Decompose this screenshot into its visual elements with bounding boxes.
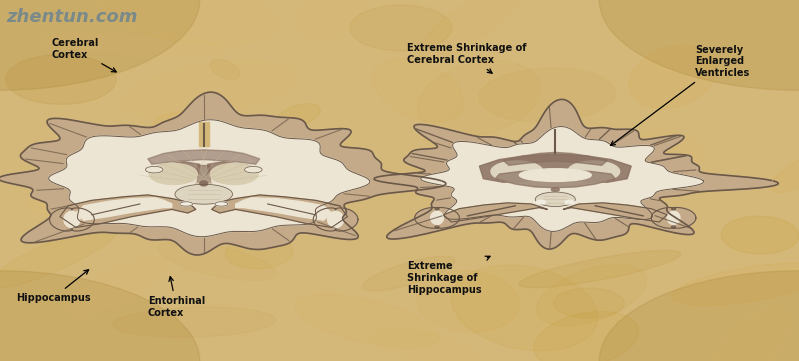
Ellipse shape (153, 112, 215, 135)
Ellipse shape (0, 0, 200, 90)
Ellipse shape (0, 225, 118, 289)
Ellipse shape (629, 45, 716, 109)
Polygon shape (421, 127, 704, 231)
Ellipse shape (534, 312, 638, 361)
Ellipse shape (0, 271, 200, 361)
Ellipse shape (6, 55, 116, 104)
Polygon shape (651, 208, 696, 228)
Ellipse shape (479, 68, 615, 122)
Ellipse shape (145, 166, 163, 173)
Polygon shape (60, 195, 196, 227)
Ellipse shape (215, 202, 228, 206)
Ellipse shape (599, 271, 799, 361)
Polygon shape (208, 162, 256, 176)
Ellipse shape (536, 265, 646, 326)
Polygon shape (495, 170, 615, 188)
Polygon shape (212, 195, 348, 227)
Ellipse shape (276, 104, 320, 127)
Polygon shape (49, 120, 370, 237)
Ellipse shape (451, 265, 598, 351)
Polygon shape (197, 165, 210, 182)
Ellipse shape (295, 294, 439, 348)
Ellipse shape (671, 263, 799, 305)
Polygon shape (328, 212, 344, 227)
Ellipse shape (519, 251, 681, 288)
Ellipse shape (491, 161, 543, 182)
Polygon shape (64, 212, 80, 227)
Ellipse shape (180, 202, 193, 206)
Ellipse shape (504, 166, 588, 203)
Ellipse shape (200, 181, 208, 186)
Polygon shape (0, 92, 446, 255)
Ellipse shape (169, 116, 225, 175)
Ellipse shape (149, 164, 197, 184)
Ellipse shape (28, 198, 110, 221)
Ellipse shape (416, 270, 519, 332)
Polygon shape (236, 198, 332, 220)
Ellipse shape (297, 0, 372, 42)
Ellipse shape (99, 0, 276, 45)
Polygon shape (479, 155, 631, 182)
Polygon shape (152, 162, 200, 176)
Ellipse shape (618, 132, 704, 171)
Polygon shape (443, 203, 547, 222)
Ellipse shape (721, 216, 799, 254)
Polygon shape (313, 208, 358, 231)
Polygon shape (667, 212, 680, 224)
Ellipse shape (551, 188, 559, 191)
Ellipse shape (363, 256, 455, 291)
Ellipse shape (599, 0, 799, 90)
Text: Entorhinal
Cortex: Entorhinal Cortex (148, 277, 205, 318)
Text: Extreme
Shrinkage of
Hippocampus: Extreme Shrinkage of Hippocampus (407, 256, 490, 295)
Ellipse shape (536, 200, 546, 204)
Polygon shape (50, 208, 94, 231)
Ellipse shape (225, 236, 293, 269)
Ellipse shape (565, 200, 574, 204)
Polygon shape (431, 212, 443, 224)
Polygon shape (503, 152, 607, 165)
Text: zhentun.com: zhentun.com (6, 8, 138, 26)
Polygon shape (374, 99, 778, 249)
Ellipse shape (373, 58, 463, 122)
Text: Cerebral
Cortex: Cerebral Cortex (52, 38, 116, 72)
Text: Hippocampus: Hippocampus (16, 270, 90, 303)
Text: Severely
Enlarged
Ventricles: Severely Enlarged Ventricles (610, 45, 750, 145)
Ellipse shape (109, 160, 221, 218)
Ellipse shape (69, 256, 169, 316)
Ellipse shape (535, 192, 575, 206)
Ellipse shape (350, 5, 452, 51)
Polygon shape (415, 208, 459, 228)
Ellipse shape (568, 161, 620, 182)
Ellipse shape (113, 307, 276, 338)
Ellipse shape (169, 176, 272, 219)
Ellipse shape (244, 166, 262, 173)
Ellipse shape (519, 169, 591, 181)
Ellipse shape (711, 308, 789, 361)
Ellipse shape (372, 330, 480, 361)
Ellipse shape (554, 288, 624, 318)
Polygon shape (148, 150, 260, 164)
Ellipse shape (175, 184, 233, 204)
Polygon shape (563, 203, 667, 222)
Ellipse shape (210, 60, 240, 79)
Ellipse shape (770, 156, 799, 192)
Ellipse shape (121, 61, 297, 118)
Ellipse shape (210, 164, 258, 184)
Text: Extreme Shrinkage of
Cerebral Cortex: Extreme Shrinkage of Cerebral Cortex (407, 43, 527, 73)
Ellipse shape (43, 33, 227, 56)
Polygon shape (76, 198, 172, 220)
